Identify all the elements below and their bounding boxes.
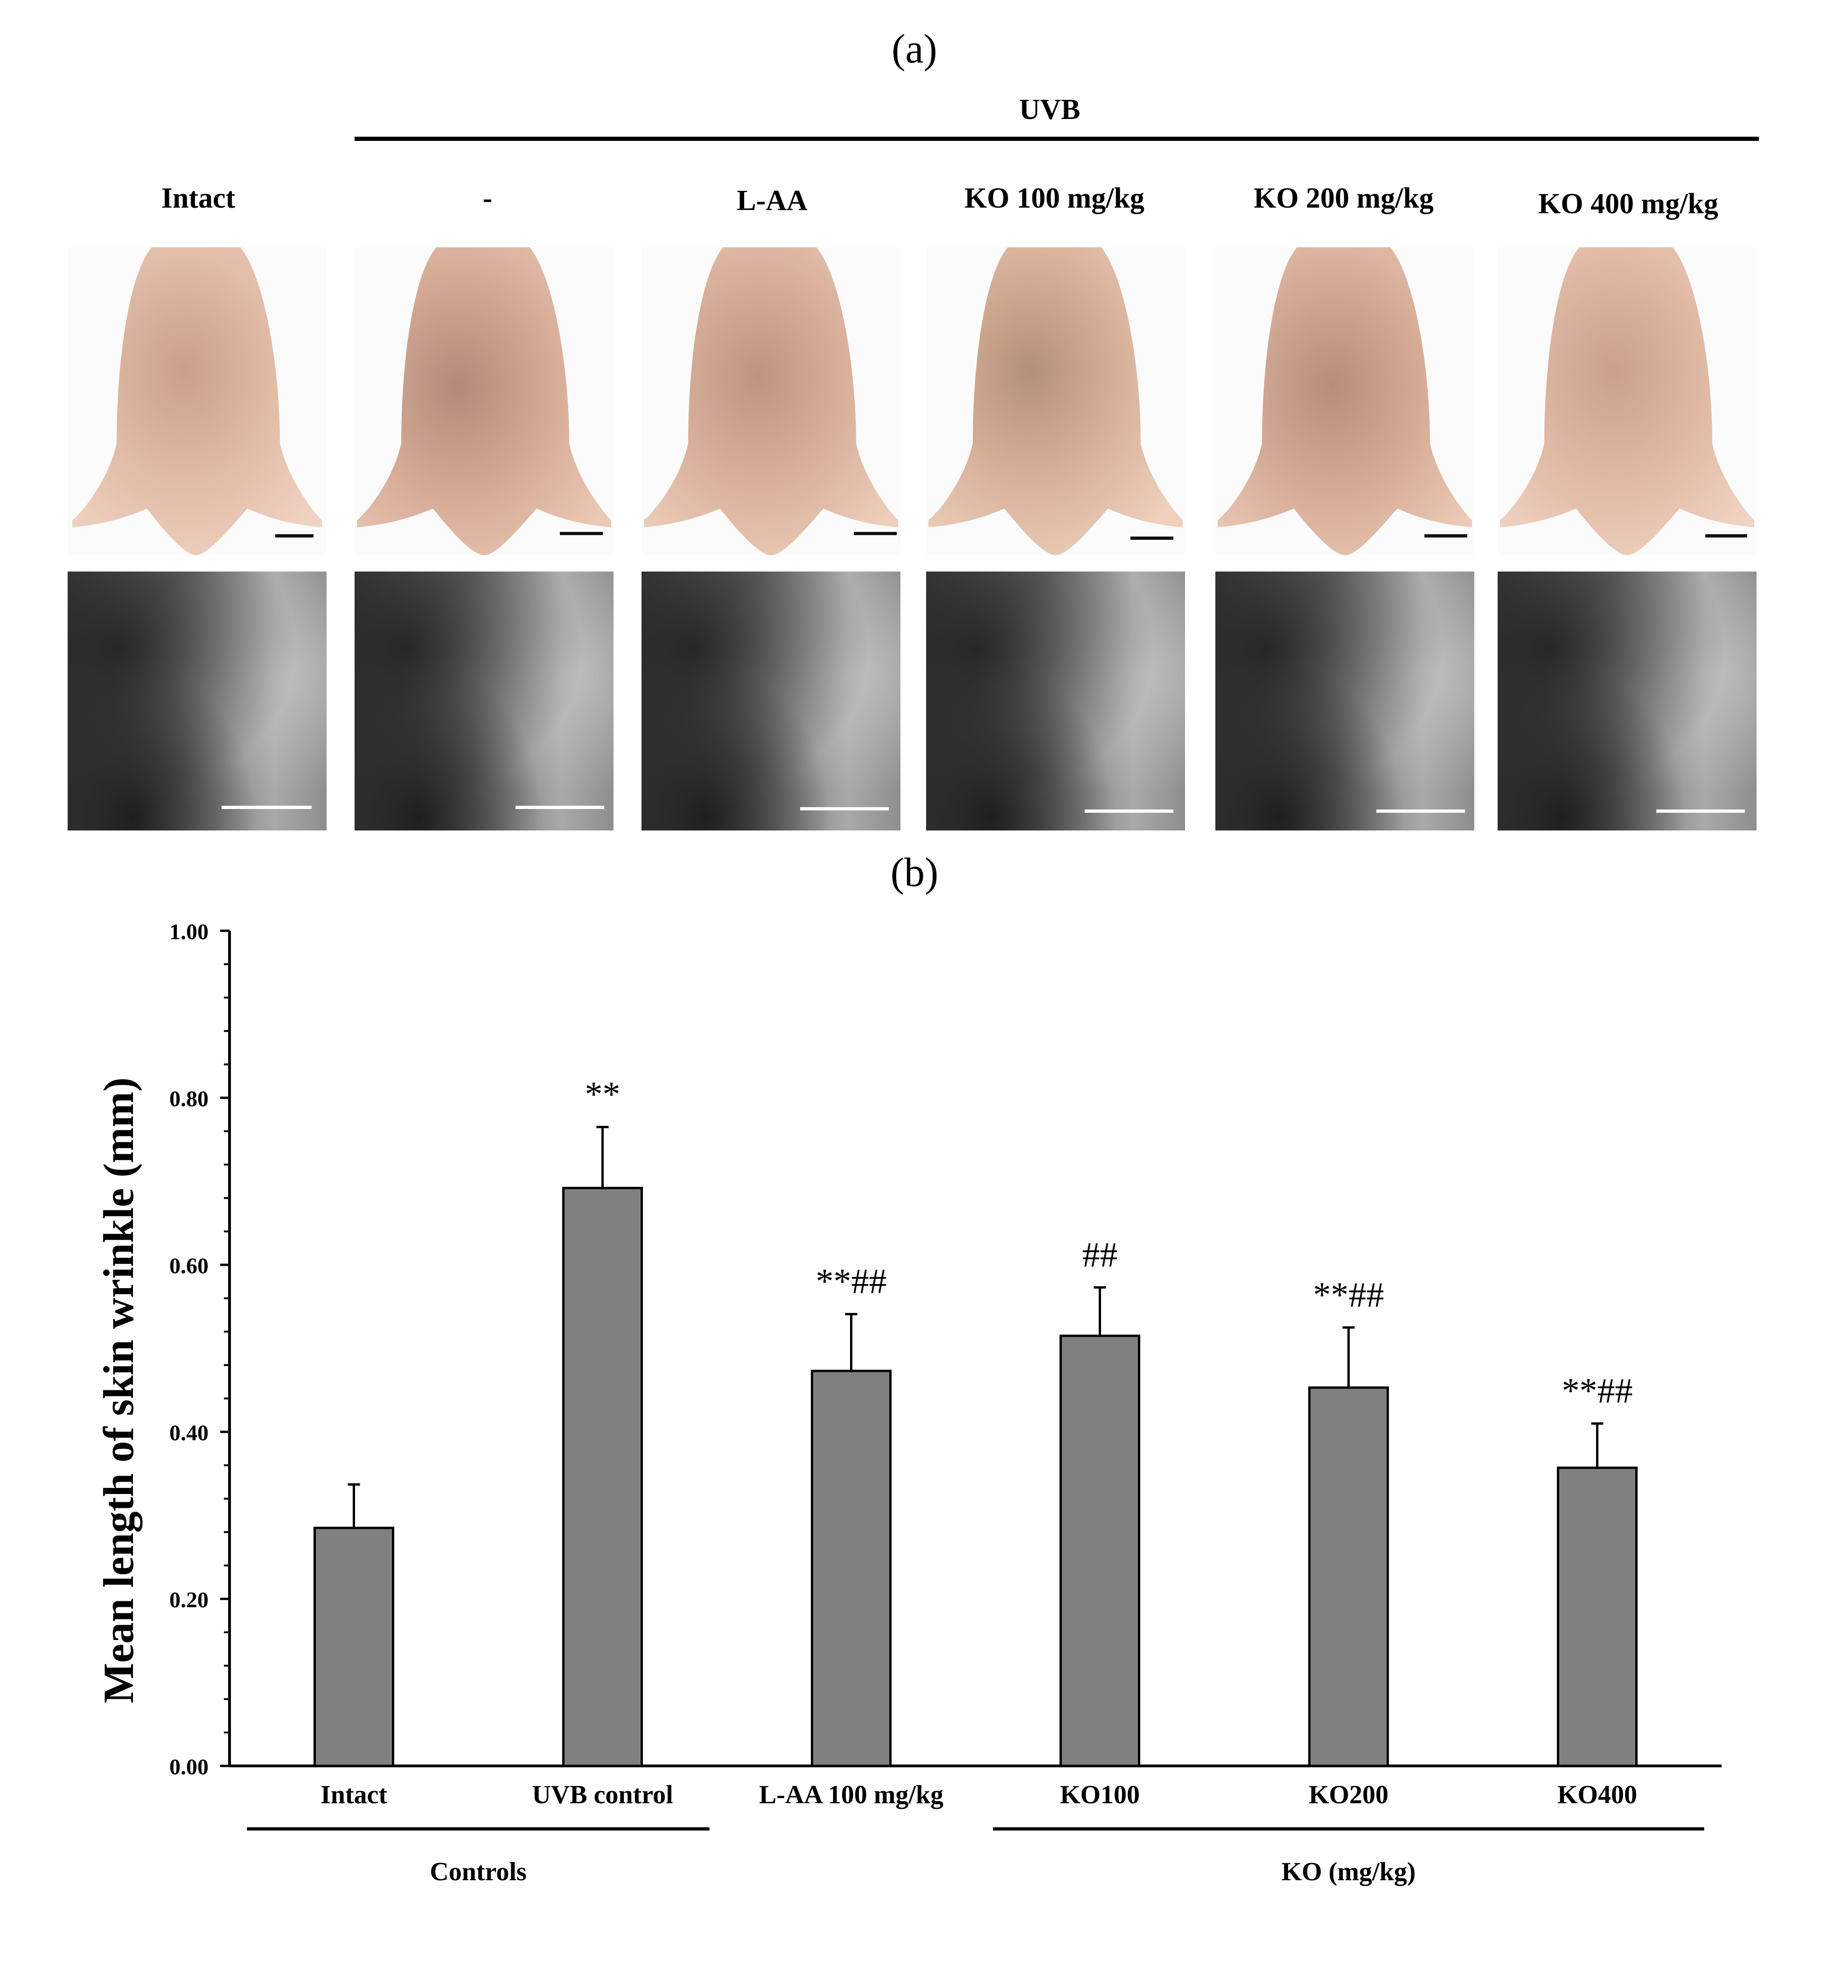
wrinkle-replica-ko400 [1498,572,1757,830]
wrinkle-replica-uvb [355,572,614,830]
x-tick-label: L-AA 100 mg/kg [759,1780,943,1809]
bar [811,1369,892,1767]
wrinkle-replica-intact [68,572,327,830]
mouse-photo-ko400 [1498,247,1757,555]
bar [562,1186,643,1767]
mouse-photo-l-aa [642,247,900,555]
uvb-label: UVB [1019,94,1081,126]
panel-a-label: (a) [892,27,937,72]
significance-label: ## [1082,1235,1118,1274]
bar [1557,1466,1638,1767]
mouse-photo-ko100 [926,247,1185,555]
x-tick-label: UVB control [532,1780,673,1809]
wrinkle-replica-ko200 [1215,572,1474,830]
y-tick-label: 0.80 [169,1087,209,1111]
bar [314,1527,394,1767]
y-axis-label: Mean length of skin wrinkle (mm) [95,1077,142,1703]
y-tick-label: 0.60 [169,1254,209,1278]
column-label-uvb-only: - [482,182,493,214]
mouse-photo-uvb [355,247,614,555]
x-tick-label: KO400 [1557,1780,1637,1809]
uvb-bracket-line [355,137,1759,141]
wrinkle-replica-l-aa [642,572,900,830]
bar [1060,1334,1140,1767]
mouse-photo-ko200 [1215,247,1474,555]
bar [1308,1386,1389,1767]
column-label-ko400: KO 400 mg/kg [1538,188,1718,220]
column-label-l-aa: L-AA [737,185,808,216]
column-label-ko100: KO 100 mg/kg [964,182,1144,214]
column-label-intact: Intact [161,182,236,214]
column-label-ko200: KO 200 mg/kg [1254,182,1434,214]
x-tick-label: Intact [321,1780,387,1809]
panel-b-label: (b) [890,850,939,895]
y-tick-label: 0.00 [169,1755,209,1779]
significance-label: **## [1562,1371,1633,1410]
significance-label: **## [816,1262,887,1301]
y-tick-label: 0.40 [169,1421,209,1445]
significance-label: **## [1313,1275,1384,1314]
y-tick-label: 0.20 [169,1588,209,1612]
x-tick-label: KO200 [1309,1780,1388,1809]
mouse-photo-intact [68,247,327,555]
group-label: KO (mg/kg) [1282,1857,1416,1886]
group-label: Controls [430,1857,526,1886]
x-tick-label: KO100 [1060,1780,1140,1809]
y-tick-label: 1.00 [169,920,209,944]
significance-label: ** [585,1075,621,1114]
wrinkle-replica-ko100 [926,572,1185,830]
